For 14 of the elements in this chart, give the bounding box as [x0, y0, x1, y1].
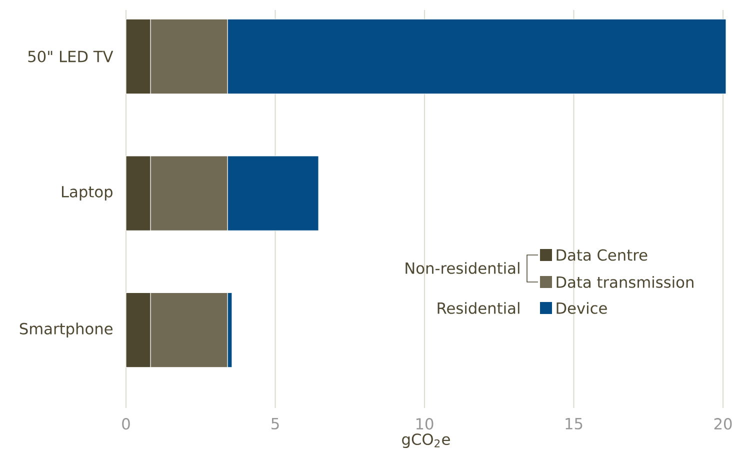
x-tick-label: 5: [272, 418, 279, 430]
y-tick-label: Laptop: [62, 186, 112, 200]
legend-label: Data Centre: [556, 249, 648, 261]
y-tick-label: Smartphone: [20, 322, 112, 338]
annotation: Residential: [438, 302, 520, 314]
x-axis-title: gCO$_{2}$e: [402, 433, 450, 448]
legend-label: Device: [556, 302, 607, 314]
x-tick-label: 0: [122, 418, 130, 430]
legend-label: Data transmission: [556, 276, 694, 288]
annotation: Non-residential: [406, 262, 520, 274]
x-tick-label: 15: [566, 418, 582, 430]
x-tick-label: 20: [714, 418, 732, 430]
y-tick-label: 50" LED TV: [28, 50, 114, 62]
x-tick-label: 10: [416, 418, 434, 430]
